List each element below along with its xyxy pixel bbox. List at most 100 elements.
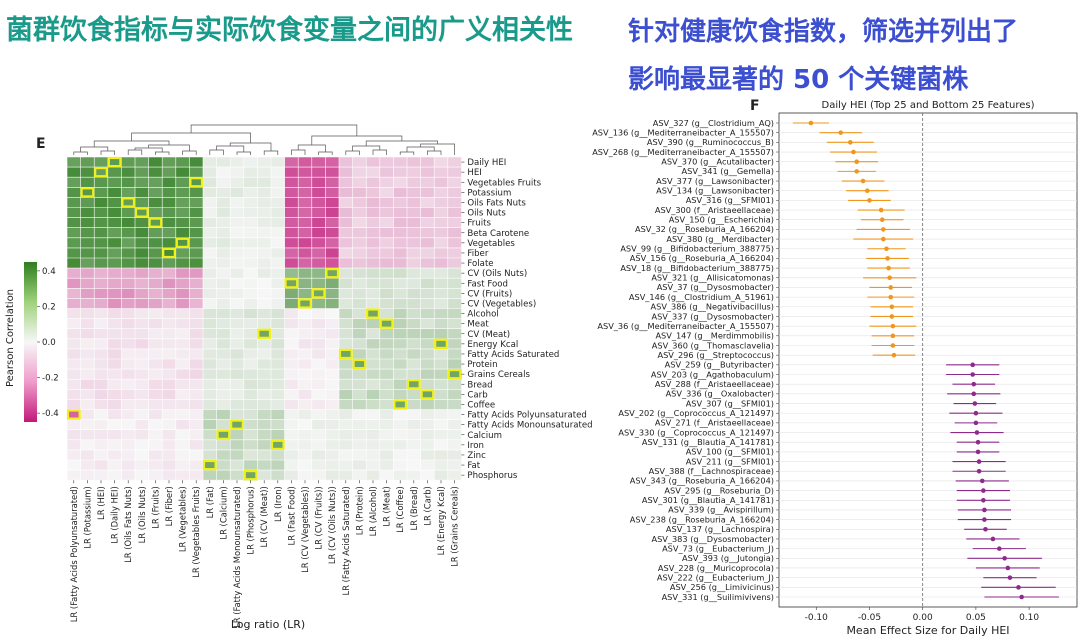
heatmap-cell [339,217,353,229]
heatmap-cell [80,288,95,299]
heatmap-cell [407,207,421,218]
highlight-cell [338,348,353,360]
heatmap-cell [216,328,231,340]
heatmap-cell [216,369,231,380]
dendrogram-link [216,145,245,152]
heatmap-cell [67,237,81,249]
heatmap-cell [107,237,122,249]
heatmap-cell [271,369,285,380]
heatmap-cell [420,409,435,420]
heatmap-cell [393,460,408,471]
heatmap-cell [67,379,81,390]
heatmap-cell [175,379,190,390]
highlight-cell [121,197,136,208]
effect-point [848,140,853,145]
heatmap-cell [420,318,435,330]
heatmap-cell [366,187,381,198]
heatmap-cell [325,429,340,441]
heatmap-cell [67,429,81,441]
heatmap-cell [216,237,231,249]
heatmap-cell [325,419,340,431]
heatmap-cell [189,157,204,168]
heatmap-cell [107,227,122,239]
dendrogram-link [236,151,251,155]
heatmap-cell [135,268,149,279]
heatmap-cell [434,399,449,410]
effect-point [975,449,981,455]
heatmap-cell [135,379,149,390]
heatmap-cell [407,217,421,229]
heatmap-cell [107,429,122,441]
heatmap-cell [94,389,109,400]
row-label: Beta Carotene [467,229,529,239]
heatmap-cell [366,167,381,178]
heatmap-cell [325,177,340,188]
heatmap-cell [94,247,109,259]
heatmap-cell [298,439,313,451]
heatmap-cell [148,449,163,461]
heatmap-cell [107,278,122,289]
heatmap-cell [94,419,109,431]
heatmap-cell [135,288,149,299]
heatmap-cell [407,338,421,350]
effect-point [976,459,982,464]
heatmap-cell [434,207,449,218]
heatmap-cell [352,449,367,461]
heatmap-cell [393,237,408,249]
heatmap-cell [434,268,449,279]
heatmap-cell [352,318,367,330]
x-tick-label: -0.10 [805,613,829,623]
heatmap-cell [366,389,381,400]
heatmap-cell [230,288,245,299]
heatmap-cell [379,278,394,289]
heatmap-cell [162,197,177,208]
heatmap-cell [257,318,272,330]
heatmap-cell [352,429,367,441]
heatmap-cell [339,268,353,279]
heatmap-cell [366,197,381,208]
heatmap-cell [420,399,435,410]
heatmap-cell [175,288,190,299]
heatmap-cell [311,439,326,451]
feature-label: ASV_343 (g__Roseburia_A_166204) [630,476,774,486]
heatmap-cell [148,197,163,208]
heatmap-cell [107,197,122,208]
heatmap-cell [311,278,326,289]
heatmap-cell [393,217,408,229]
heatmap-cell [447,409,462,420]
heatmap-cell [407,369,421,380]
heatmap-cell [366,278,381,289]
heatmap-cell [107,217,122,229]
heatmap-cell [80,318,95,330]
row-label: Alcohol [467,310,498,320]
heatmap-cell [148,470,163,481]
heatmap-cell [135,348,149,360]
heatmap-cell [67,399,81,410]
heatmap-cell [420,369,435,380]
heatmap-cell [339,348,353,360]
heatmap-cell [80,409,95,420]
heatmap-cell [162,409,177,420]
heatmap-cell [243,247,258,259]
highlight-cell [230,419,244,430]
heatmap-cell [257,288,272,299]
feature-label: ASV_131 (g__Blautia_A_141781) [642,437,774,447]
heatmap-cell [366,338,381,350]
heatmap-cell [67,258,81,269]
heatmap-cell [325,399,340,410]
heatmap-cell [67,207,81,218]
heatmap-cell [352,460,367,471]
heatmap-cell [121,318,136,330]
heatmap-cell [148,419,163,431]
heatmap-cell [94,177,109,188]
feature-label: ASV_136 (g__Mediterraneibacter_A_155507) [592,127,774,137]
heatmap-cell [393,379,408,390]
heatmap-cell [298,419,313,431]
heatmap-cell [148,369,163,380]
highlight-cell [134,207,149,218]
heatmap-cell [189,328,204,340]
highlight-cell [270,439,285,450]
heatmap-cell [271,258,285,269]
heatmap-cell [298,348,313,360]
row-label: Oils Nuts [467,209,506,219]
